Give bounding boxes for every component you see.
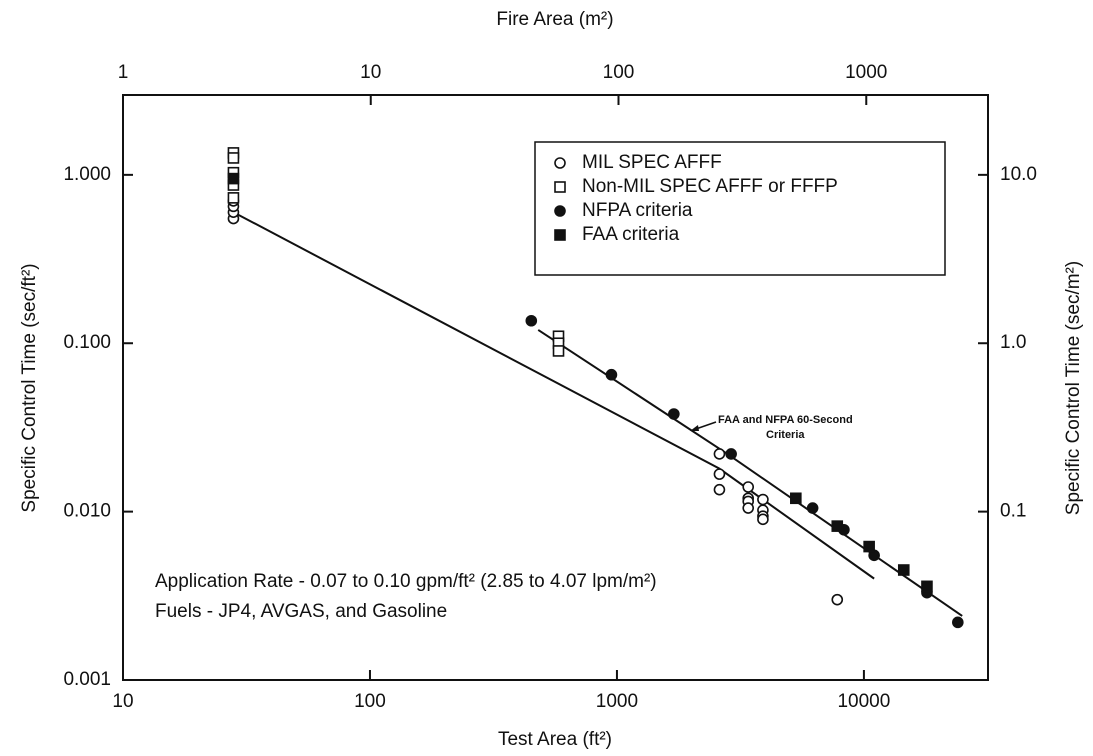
annotation-arrowhead xyxy=(690,425,699,431)
annotation: Fuels - JP4, AVGAS, and Gasoline xyxy=(155,601,447,622)
point xyxy=(790,492,802,505)
x2-tick-label: 1000 xyxy=(845,62,887,83)
y2-axis-label: Specific Control Time (sec/m²) xyxy=(1063,261,1084,515)
point xyxy=(713,468,726,480)
point xyxy=(605,368,618,381)
legend-box xyxy=(534,141,946,276)
point xyxy=(713,448,726,460)
point xyxy=(757,493,769,506)
x-tick-label: 1000 xyxy=(596,691,638,712)
legend-label: MIL SPEC AFFF xyxy=(582,152,722,173)
x-axis-label: Test Area (ft²) xyxy=(498,729,612,750)
y-axis-label: Specific Control Time (sec/ft²) xyxy=(19,263,40,512)
point xyxy=(921,580,933,593)
y2-tick-label: 10.0 xyxy=(1000,164,1037,185)
annotation: FAA and NFPA 60-Second xyxy=(718,414,853,426)
legend-label: Non-MIL SPEC AFFF or FFFP xyxy=(582,176,838,197)
point xyxy=(952,616,964,629)
point xyxy=(227,192,240,204)
legend-label: NFPA criteria xyxy=(582,200,693,221)
x-tick-label: 10 xyxy=(112,691,133,712)
point xyxy=(525,314,538,327)
annotation: Application Rate - 0.07 to 0.10 gpm/ft² … xyxy=(155,571,657,592)
point xyxy=(227,152,240,164)
legend-marker xyxy=(554,229,566,241)
legend-label: FAA criteria xyxy=(582,224,680,245)
y2-tick-label: 0.1 xyxy=(1000,501,1026,522)
legend-marker xyxy=(554,181,566,193)
x2-axis-label: Fire Area (m²) xyxy=(496,9,613,30)
plot-frame xyxy=(122,94,989,681)
point xyxy=(831,520,844,532)
point xyxy=(863,540,875,553)
point xyxy=(725,448,737,460)
y-tick-label: 0.010 xyxy=(63,501,111,522)
x-tick-label: 100 xyxy=(354,691,386,712)
point xyxy=(742,481,755,493)
y-tick-label: 0.001 xyxy=(63,669,111,690)
legend-marker xyxy=(554,205,566,217)
point xyxy=(552,345,565,357)
point xyxy=(806,502,819,514)
legend-marker xyxy=(554,157,566,169)
point xyxy=(757,513,769,526)
point xyxy=(742,502,755,514)
annotation: Criteria xyxy=(766,429,805,441)
x-tick-label: 10000 xyxy=(837,691,890,712)
x2-tick-label: 1 xyxy=(118,62,129,83)
point xyxy=(227,172,240,185)
x2-tick-label: 100 xyxy=(603,62,635,83)
point xyxy=(897,564,910,576)
point xyxy=(831,593,844,606)
y2-tick-label: 1.0 xyxy=(1000,332,1026,353)
y-tick-label: 0.100 xyxy=(63,332,111,353)
point xyxy=(668,408,680,420)
y-tick-label: 1.000 xyxy=(63,164,111,185)
point xyxy=(713,483,726,496)
x2-tick-label: 10 xyxy=(360,62,381,83)
